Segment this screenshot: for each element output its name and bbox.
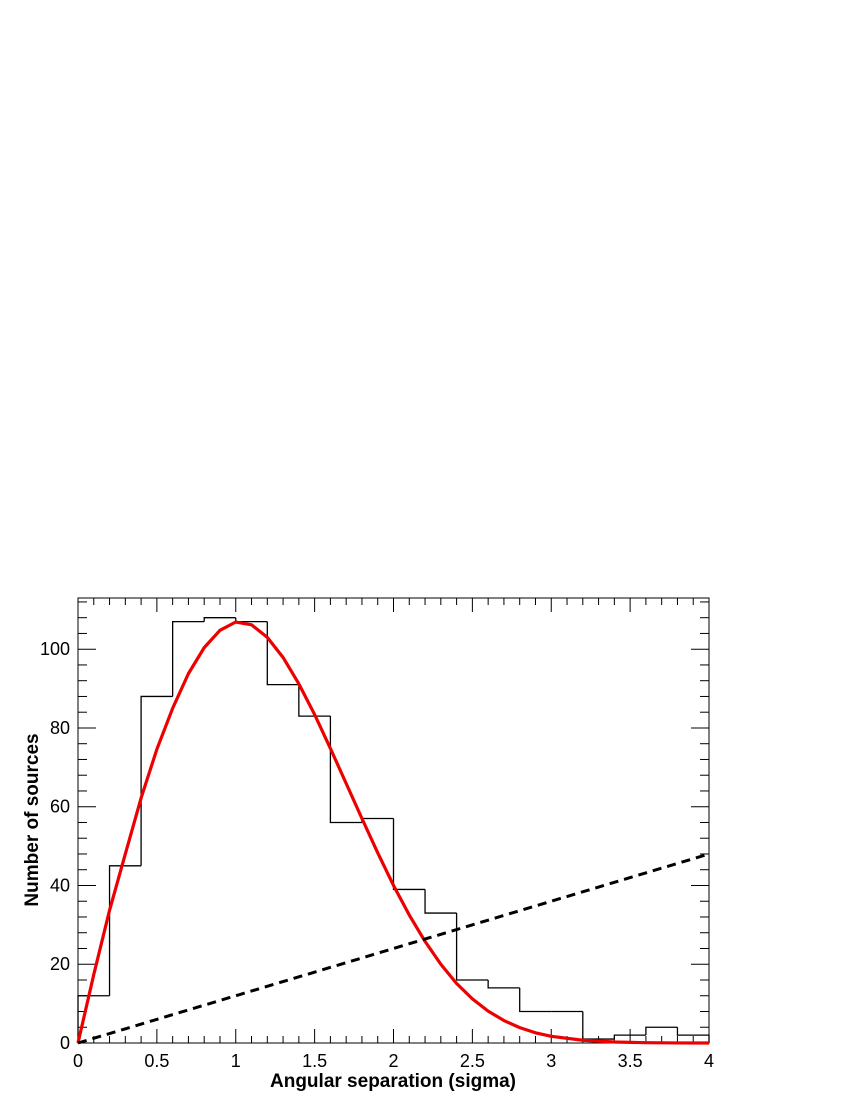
histogram-bin xyxy=(203,617,236,622)
histogram-bin xyxy=(235,617,268,623)
fit-curve-group xyxy=(76,620,710,1045)
y-tick-label: 60 xyxy=(50,797,70,817)
histogram-bin xyxy=(140,695,173,866)
histogram-bin xyxy=(424,889,457,914)
histogram-bin xyxy=(455,913,489,981)
histogram-bin xyxy=(487,979,520,989)
histogram-bin xyxy=(613,1034,646,1040)
histogram-bin xyxy=(645,1026,678,1036)
histogram-bin xyxy=(676,1027,710,1043)
histogram-bin xyxy=(361,817,394,823)
x-tick-label: 3.5 xyxy=(618,1051,643,1071)
y-tick-label: 0 xyxy=(60,1033,70,1053)
x-tick-label: 3 xyxy=(546,1051,556,1071)
y-axis-title: Number of sources xyxy=(22,733,43,906)
reference-line xyxy=(77,852,710,1045)
y-tick-label: 80 xyxy=(50,718,70,738)
y-tick-label: 40 xyxy=(50,875,70,895)
histogram-bin xyxy=(77,995,110,1043)
histogram xyxy=(77,617,710,1043)
reference-line-group xyxy=(77,852,710,1045)
x-axis-title: Angular separation (sigma) xyxy=(270,1071,516,1092)
histogram-bin xyxy=(392,818,426,891)
y-tick-label: 20 xyxy=(50,954,70,974)
x-tick-label: 0 xyxy=(73,1051,83,1071)
x-tick-label: 2 xyxy=(388,1051,398,1071)
x-tick-labels: 0 0.5 1 1.5 2 2.5 3 3.5 4 xyxy=(73,1051,714,1071)
x-tick-label: 1 xyxy=(231,1051,241,1071)
histogram-bin xyxy=(172,620,205,697)
fit-curve xyxy=(76,620,710,1045)
histogram-bin xyxy=(582,1011,615,1040)
histogram-bin xyxy=(519,987,552,1013)
x-tick-label: 0.5 xyxy=(144,1051,169,1071)
histogram-bin xyxy=(266,621,299,686)
y-tick-labels: 0 20 40 60 80 100 xyxy=(40,639,70,1053)
y-tick-label: 100 xyxy=(40,639,70,659)
x-tick-label: 1.5 xyxy=(302,1051,327,1071)
histogram-bin xyxy=(298,684,331,717)
x-tick-label: 4 xyxy=(704,1051,714,1071)
histogram-bin xyxy=(108,865,142,996)
x-tick-label: 2.5 xyxy=(460,1051,485,1071)
